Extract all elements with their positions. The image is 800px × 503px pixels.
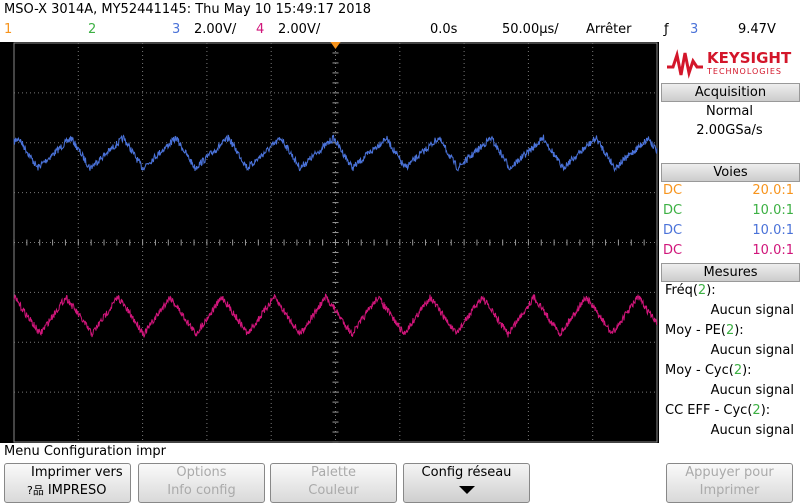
softkey-line2: Info config <box>167 483 236 498</box>
measurement-label: Moy - Cyc(2): <box>665 363 752 378</box>
channel-probe: 10.0:1 <box>752 223 794 238</box>
acquisition-mode: Normal <box>705 104 754 119</box>
acquisition-header: Acquisition <box>661 83 800 102</box>
brand-sub: TECHNOLOGIES <box>707 67 782 76</box>
softkey-line1: Imprimer vers <box>31 465 123 480</box>
channel-probe: 20.0:1 <box>752 183 794 198</box>
softkey[interactable]: Options Info config <box>138 463 265 503</box>
brand: KEYSIGHT <box>707 49 792 67</box>
trigger-position-marker <box>330 42 341 49</box>
softkey[interactable]: Palette Couleur <box>270 463 397 503</box>
measurement-name: Fréq( <box>665 283 698 298</box>
measurement-name: CC EFF - Cyc( <box>665 403 753 418</box>
scope-title: MSO-X 3014A, MY52441145: Thu May 10 15:4… <box>4 2 372 17</box>
measurements-header: Mesures <box>661 263 800 282</box>
softkey-line2: Imprimer <box>699 483 760 498</box>
softkey-line1: Palette <box>310 465 357 480</box>
screen-bg <box>0 42 659 443</box>
measurement-value: Aucun signal <box>710 343 794 358</box>
channel-scale: 2.00V/ <box>194 22 237 37</box>
measurement-value: Aucun signal <box>710 303 794 318</box>
measurement-value: Aucun signal <box>710 383 794 398</box>
softkey-line2: IMPRESO <box>47 483 107 498</box>
channels-header: Voies <box>661 163 800 182</box>
time: 0.0s <box>430 22 458 37</box>
sidebar: KEYSIGHT TECHNOLOGIES Acquisition Normal 2.0… <box>659 43 800 443</box>
channel-probe: 10.0:1 <box>752 203 794 218</box>
measurement-suffix: ): <box>706 283 716 298</box>
measurement-label: CC EFF - Cyc(2): <box>665 403 770 418</box>
measurement-name: Moy - PE( <box>665 323 726 338</box>
menu-title: Menu Configuration impr <box>4 444 166 459</box>
measurement-channel: 2 <box>733 363 743 378</box>
channel-number: 1 <box>4 22 13 37</box>
brand-logo: KEYSIGHT TECHNOLOGIES <box>661 45 798 83</box>
softkey-line1: Config réseau <box>421 465 512 480</box>
channel-scale: 2.00V/ <box>278 22 321 37</box>
measurement-channel: 2 <box>697 283 707 298</box>
softkey[interactable]: Config réseau <box>403 463 530 503</box>
measurement-suffix: ): <box>734 323 744 338</box>
measurement-value: Aucun signal <box>710 423 794 438</box>
channel-coupling: DC <box>663 223 683 238</box>
trigger-channel: 3 <box>690 22 699 37</box>
channel-coupling: DC <box>663 243 683 258</box>
trigger-icon: ƒ <box>664 22 669 37</box>
softkey-line1: Appuyer pour <box>685 465 774 480</box>
measurement-channel: 2 <box>725 323 735 338</box>
graticule <box>0 42 659 443</box>
measurement-label: Moy - PE(2): <box>665 323 744 338</box>
softkey-icon: ?品 <box>27 484 44 497</box>
softkey-line1: Options <box>176 465 227 480</box>
measurement-suffix: ): <box>742 363 752 378</box>
channel-number: 2 <box>88 22 97 37</box>
measurement-label: Fréq(2): <box>665 283 716 298</box>
measurement-channel: 2 <box>752 403 761 418</box>
run-state: Arrêter <box>586 22 632 37</box>
softkey-line2-row: ?品 IMPRESO <box>5 482 130 500</box>
measurement-name: Moy - Cyc( <box>665 363 734 378</box>
channel-number: 4 <box>256 22 265 37</box>
channel-probe: 10.0:1 <box>752 243 794 258</box>
measurement-suffix: ): <box>760 403 771 418</box>
softkey-arrow <box>458 486 475 494</box>
channel-3-trace <box>13 134 658 173</box>
trigger-level: 9.47V <box>738 22 776 37</box>
acquisition-rate: 2.00GSa/s <box>696 123 763 138</box>
channel-number: 3 <box>172 22 181 37</box>
softkey[interactable]: Appuyer pour Imprimer <box>666 463 793 503</box>
channel-coupling: DC <box>663 183 683 198</box>
timebase: 50.00µs/ <box>502 22 559 37</box>
softkey-line2: Couleur <box>308 483 359 498</box>
logo-wave <box>667 49 703 79</box>
softkey[interactable]: Imprimer vers ?品 IMPRESO <box>4 463 131 503</box>
channel-4-trace <box>13 293 658 338</box>
channel-coupling: DC <box>663 203 683 218</box>
